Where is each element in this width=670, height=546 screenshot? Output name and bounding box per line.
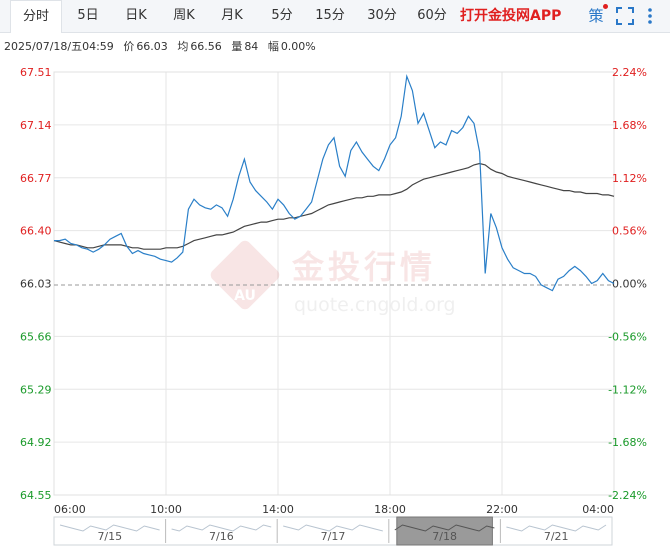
- x-tick-label: 10:00: [150, 503, 182, 516]
- tab-5day[interactable]: 5日: [77, 8, 99, 23]
- watermark-url: quote.cngold.org: [294, 294, 456, 316]
- navigator-date-label[interactable]: 7/18: [432, 530, 457, 543]
- watermark-badge: AU: [234, 288, 256, 304]
- watermark: AU 金投行情 quote.cngold.org: [210, 240, 456, 316]
- info-datetime: 2025/07/18/五04:59: [4, 40, 114, 53]
- y-tick-label: 64.55: [20, 489, 52, 502]
- tab-5min[interactable]: 5分: [271, 8, 293, 23]
- tab-60min[interactable]: 60分: [417, 8, 447, 23]
- pct-tick-label: 0.00%: [612, 278, 647, 291]
- navigator-sparkline: [59, 524, 160, 532]
- x-tick-label: 22:00: [486, 503, 518, 516]
- navigator-selected-range[interactable]: [396, 516, 493, 546]
- price-line: [54, 73, 615, 292]
- x-tick-label: 18:00: [374, 503, 406, 516]
- navigator-date-label[interactable]: 7/16: [209, 530, 234, 543]
- price-label: 价: [123, 40, 135, 53]
- notification-dot: [603, 4, 608, 9]
- y-tick-label: 66.40: [20, 225, 52, 238]
- pct-tick-label: -1.68%: [608, 436, 647, 449]
- navigator-sparkline: [283, 524, 383, 532]
- pct-tick-label: 2.24%: [612, 66, 647, 79]
- navigator-date-label[interactable]: 7/21: [544, 530, 569, 543]
- x-tick-label: 14:00: [262, 503, 294, 516]
- change-label: 幅: [267, 40, 279, 53]
- pct-tick-label: -2.24%: [608, 489, 647, 502]
- navigator-sparkline: [506, 524, 607, 532]
- watermark-brand: 金投行情: [291, 248, 436, 286]
- avg-value: 66.56: [190, 40, 222, 53]
- y-tick-label: 65.29: [20, 383, 52, 396]
- tab-daily-k[interactable]: 日K: [125, 8, 147, 23]
- pct-tick-label: -0.56%: [608, 330, 647, 343]
- avg-label: 均: [177, 40, 189, 53]
- open-app-link[interactable]: 打开金投网APP: [460, 8, 562, 24]
- tab-monthly-k[interactable]: 月K: [221, 8, 243, 23]
- watermark-logo-icon: [210, 240, 280, 310]
- more-vertical-icon[interactable]: [646, 6, 654, 26]
- pct-tick-label: -1.12%: [608, 383, 647, 396]
- price-value: 66.03: [136, 40, 168, 53]
- y-tick-label: 66.03: [20, 278, 52, 291]
- pct-tick-label: 1.12%: [612, 172, 647, 185]
- y-tick-label: 65.66: [20, 330, 52, 343]
- y-tick-label: 66.77: [20, 172, 52, 185]
- y-tick-label: 67.14: [20, 119, 52, 132]
- navigator-sparkline: [394, 524, 495, 532]
- date-navigator[interactable]: 7/15 7/16 7/17 7/18 7/21: [53, 516, 613, 546]
- fullscreen-icon[interactable]: [616, 7, 634, 25]
- tab-weekly-k[interactable]: 周K: [173, 8, 195, 23]
- change-value: 0.00%: [280, 40, 316, 53]
- x-tick-label: 06:00: [54, 503, 86, 516]
- x-tick-label: 04:00: [582, 503, 614, 516]
- tab-15min[interactable]: 15分: [315, 8, 345, 23]
- tab-timeshare[interactable]: 分时: [10, 0, 62, 33]
- pct-tick-label: 0.56%: [612, 225, 647, 238]
- pct-tick-label: 1.68%: [612, 119, 647, 132]
- navigator-frame: [53, 516, 613, 546]
- strategy-icon[interactable]: 策: [588, 7, 604, 25]
- volume-value: 84: [244, 40, 259, 53]
- navigator-date-label[interactable]: 7/17: [321, 530, 346, 543]
- quote-info-bar: 2025/07/18/五04:59 价 66.03 均 66.56 量 84 幅 0.0…: [4, 38, 322, 54]
- y-tick-label: 67.51: [20, 66, 52, 79]
- volume-label: 量: [231, 40, 243, 53]
- navigator-date-label[interactable]: 7/15: [97, 530, 122, 543]
- navigator-sparkline: [171, 524, 272, 532]
- y-tick-label: 64.92: [20, 436, 52, 449]
- average-price-line: [53, 162, 615, 250]
- tab-30min[interactable]: 30分: [367, 8, 397, 23]
- period-tabbar: 分时 5日 日K 周K 月K 5分 15分 30分 60分 打开金投网APP 策: [0, 0, 670, 33]
